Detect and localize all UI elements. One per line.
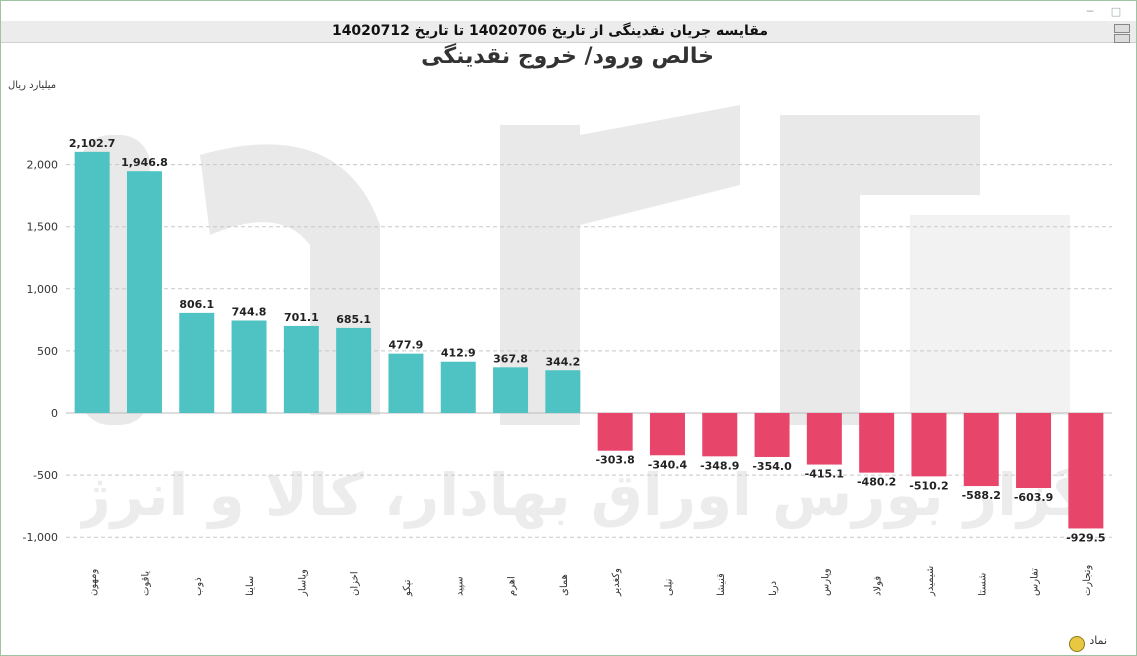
x-tick-label: وتجارت [1082,564,1093,596]
bar[interactable] [963,413,999,487]
bar[interactable] [911,413,947,477]
y-tick-label: -1,000 [23,531,58,544]
bar-value-label: 806.1 [179,298,214,311]
x-tick-label: ومهون [88,569,99,596]
legend-circle-icon[interactable] [1069,636,1085,652]
x-tick-label: شستا [977,573,988,596]
bar[interactable] [649,413,685,456]
bar-value-label: -603.9 [1014,491,1053,504]
header-title: مقایسه جریان نقدینگی از تاریخ 14020706 ت… [331,23,768,39]
x-tick-label: فولاد [873,576,884,596]
bar[interactable] [231,320,267,413]
bar-value-label: -303.8 [595,454,634,467]
bar[interactable] [179,312,215,413]
x-tick-label: اهرم [507,576,518,596]
bar[interactable] [806,413,842,465]
x-tick-label: تفارس [1030,568,1041,596]
window-header: مقایسه جریان نقدینگی از تاریخ 14020706 ت… [1,21,1136,43]
y-tick-label: -500 [33,469,58,482]
bar-value-label: -588.2 [962,489,1001,502]
x-tick-label: وکغدیر [611,568,622,597]
x-tick-label: نیلی [663,579,674,596]
maximize-icon[interactable]: □ [1110,4,1122,18]
bar[interactable] [440,361,476,413]
x-tick-label: قنیشا [716,573,727,596]
bar[interactable] [1016,413,1052,489]
bar-value-label: 701.1 [284,311,319,324]
x-tick-label: سپید [454,576,465,596]
bar[interactable] [336,327,372,413]
x-tick-label: شیمیدر [925,566,936,597]
y-tick-label: 1,500 [27,221,59,234]
minimize-icon[interactable]: ─ [1086,4,1094,18]
bar[interactable] [859,413,895,473]
bar-value-label: -480.2 [857,476,896,489]
chart-title: خالص ورود/ خروج نقدینگی [421,44,714,69]
header-icons [1114,24,1130,43]
bar-value-label: -348.9 [700,459,739,472]
x-tick-label: همای [559,574,570,596]
bar[interactable] [545,370,581,413]
y-tick-label: 0 [51,407,58,420]
bar-value-label: -354.0 [752,460,792,473]
bar[interactable] [126,171,162,413]
x-tick-label: ذوب [193,577,204,596]
bar-value-label: 1,946.8 [121,156,168,169]
y-tick-label: 1,000 [27,283,59,296]
bar-value-label: -510.2 [909,479,948,492]
bar[interactable] [754,413,790,457]
x-axis-title: نماد [1089,634,1107,647]
bar[interactable] [74,151,110,413]
export-icon[interactable] [1114,34,1130,43]
bar-value-label: 344.2 [545,355,580,368]
y-axis-unit: میلیارد ریال [8,80,57,91]
bar[interactable] [1068,413,1104,529]
bar-value-label: 685.1 [336,313,371,326]
bar-value-label: 412.9 [441,347,476,360]
bar-value-label: 2,102.7 [69,137,116,150]
bar[interactable] [283,325,319,413]
x-tick-label: ساینا [245,576,256,596]
print-icon[interactable] [1114,24,1130,33]
bar[interactable] [493,367,529,413]
bar[interactable] [388,353,424,413]
x-tick-label: وپاسار [297,569,308,597]
bar-value-label: -340.4 [648,458,688,471]
window-buttons: ─ □ [1084,1,1122,21]
bar[interactable] [702,413,738,457]
x-tick-label: یاقوت [140,571,151,596]
bar-value-label: -415.1 [805,468,844,481]
x-tick-label: اخزان [350,571,361,596]
x-tick-label: وپارس [820,568,831,596]
x-tick-label: تپکو [402,579,413,597]
bar-value-label: 367.8 [493,352,528,365]
bar-value-label: 477.9 [389,339,424,352]
bar[interactable] [597,413,633,451]
x-tick-label: دریا [768,581,779,596]
y-tick-label: 500 [37,345,58,358]
bar-value-label: 744.8 [232,305,267,318]
y-tick-label: 2,000 [27,159,59,172]
bar-value-label: -929.5 [1066,531,1105,544]
